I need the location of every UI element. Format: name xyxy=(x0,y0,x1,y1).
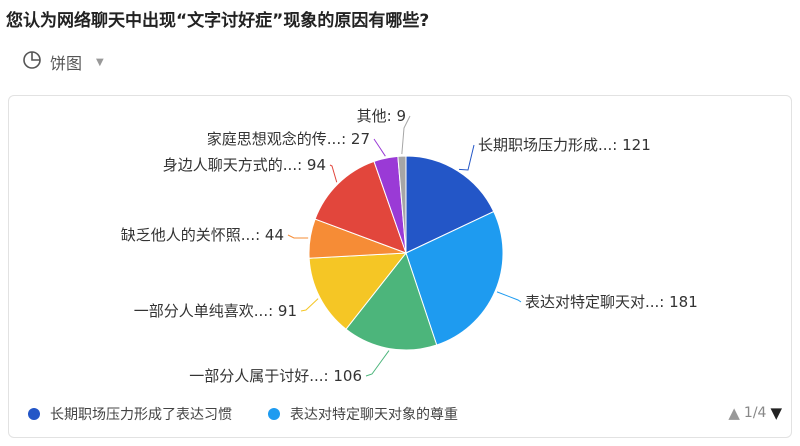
pager-up-icon[interactable]: ▲ xyxy=(728,404,740,422)
slice-label-4: 一部分人单纯喜欢...: 91 xyxy=(134,302,297,320)
slice-label-2: 表达对特定聊天对...: 181 xyxy=(525,293,698,311)
leader-line-1 xyxy=(458,144,475,171)
chart-type-selector[interactable]: 饼图 ▼ xyxy=(22,50,104,74)
pie-slice-8[interactable] xyxy=(397,155,407,254)
dropdown-caret-icon: ▼ xyxy=(96,56,104,68)
slice-label-8: 其他: 9 xyxy=(357,107,406,125)
pie-slice-1[interactable] xyxy=(405,155,495,254)
legend-label-2: 表达对特定聊天对象的尊重 xyxy=(290,407,458,423)
slice-label-3: 一部分人属于讨好...: 106 xyxy=(189,367,362,385)
legend-item-2[interactable]: 表达对特定聊天对象的尊重 xyxy=(268,404,458,424)
leader-line-7 xyxy=(373,138,386,157)
leader-line-2 xyxy=(496,291,522,303)
legend-pager: ▲ 1/4 ▼ xyxy=(728,404,782,422)
pie-slice-4[interactable] xyxy=(308,252,408,330)
legend-item-1[interactable]: 长期职场压力形成了表达习惯 xyxy=(28,404,232,424)
leader-line-5 xyxy=(287,234,309,239)
legend-dot-1 xyxy=(28,408,40,420)
pie-slice-3[interactable] xyxy=(345,251,438,351)
pie-chart-icon xyxy=(22,50,42,74)
leader-line-4 xyxy=(300,298,319,312)
pager-text: 1/4 xyxy=(743,405,767,421)
leader-line-3 xyxy=(365,350,390,377)
pie-slice-6[interactable] xyxy=(314,160,407,254)
chart-legend: 长期职场压力形成了表达习惯 表达对特定聊天对象的尊重 xyxy=(28,404,458,424)
slice-label-1: 长期职场压力形成...: 121 xyxy=(478,136,651,154)
question-title: 您认为网络聊天中出现“文字讨好症”现象的原因有哪些? xyxy=(6,11,430,31)
leader-line-6 xyxy=(329,164,338,183)
slice-label-6: 身边人聊天方式的...: 94 xyxy=(163,156,326,174)
pie-slice-2[interactable] xyxy=(405,210,504,346)
chart-type-label: 饼图 xyxy=(50,54,83,73)
legend-dot-2 xyxy=(268,408,280,420)
slice-label-7: 家庭思想观念的传...: 27 xyxy=(207,130,370,148)
slice-label-5: 缺乏他人的关怀照...: 44 xyxy=(121,226,284,244)
legend-label-1: 长期职场压力形成了表达习惯 xyxy=(50,407,232,423)
pager-down-icon[interactable]: ▼ xyxy=(770,404,782,422)
leader-line-8 xyxy=(401,115,411,155)
